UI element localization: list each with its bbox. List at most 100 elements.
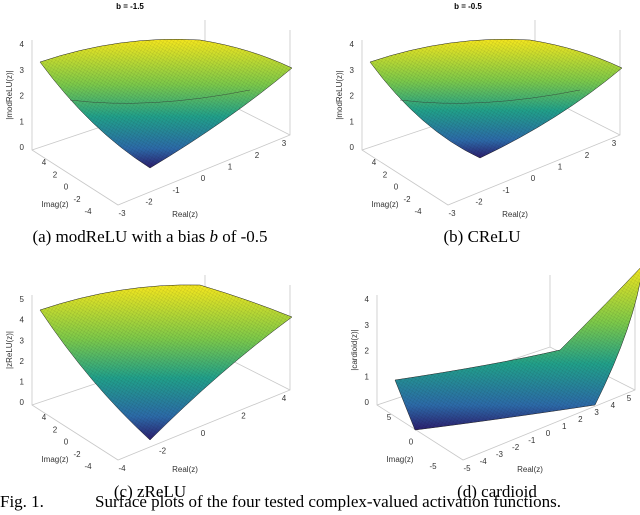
y-tick-label: 2 [53, 170, 58, 179]
x-tick-label: -2 [475, 197, 483, 206]
x-tick-label: 5 [627, 394, 632, 403]
x-tick-label: 0 [531, 174, 536, 183]
y-tick-label: 0 [64, 183, 69, 192]
z-tick-label: 2 [20, 357, 25, 366]
z-tick-label: 3 [365, 321, 370, 330]
y-tick-label: 0 [409, 438, 414, 447]
z-label: |modReLU(z)| [5, 70, 14, 120]
x-tick-label: 0 [546, 429, 551, 438]
x-label: Real(z) [172, 210, 198, 219]
x-tick-label: 2 [585, 151, 590, 160]
x-tick-label: 0 [201, 429, 206, 438]
x-tick-label: 1 [228, 162, 233, 171]
y-tick-label: 2 [53, 425, 58, 434]
z-tick-label: 0 [365, 398, 370, 407]
y-label: Imag(z) [386, 455, 413, 464]
y-tick-label: -4 [84, 207, 92, 216]
z-tick-label: 0 [20, 143, 25, 152]
y-tick-label: -2 [73, 195, 81, 204]
panel-caption: (d) cardioid [457, 482, 537, 501]
x-tick-label: -2 [512, 443, 520, 452]
y-tick-label: -4 [84, 462, 92, 471]
x-tick-label: 2 [255, 151, 260, 160]
caption-part: (c) zReLU [114, 482, 186, 501]
y-tick-label: 4 [372, 158, 377, 167]
y-tick-label: 2 [383, 170, 388, 179]
z-tick-label: 3 [20, 66, 25, 75]
z-label: |modReLU(z)| [335, 70, 344, 120]
x-tick-label: -4 [118, 464, 126, 473]
z-tick-label: 1 [20, 117, 25, 126]
caption-part: b [209, 227, 218, 246]
panel-caption: (a) modReLU with a bias b of -0.5 [32, 227, 267, 246]
x-tick-label: 3 [594, 408, 599, 417]
x-tick-label: 1 [562, 422, 567, 431]
surface-fold [399, 89, 581, 104]
x-tick-label: 4 [282, 394, 287, 403]
x-tick-label: 1 [558, 162, 563, 171]
z-tick-label: 4 [20, 316, 25, 325]
panel-title: b = -1.5 [116, 2, 144, 11]
y-tick-label: -2 [403, 195, 411, 204]
x-tick-label: -3 [448, 209, 456, 218]
x-tick-label: 4 [611, 401, 616, 410]
z-tick-label: 1 [20, 378, 25, 387]
z-tick-label: 0 [350, 143, 355, 152]
z-tick-label: 4 [20, 40, 25, 49]
z-tick-label: 3 [350, 66, 355, 75]
x-label: Real(z) [502, 210, 528, 219]
z-tick-label: 4 [365, 295, 370, 304]
y-tick-label: 0 [394, 183, 399, 192]
caption-part: (b) CReLU [444, 227, 521, 246]
x-tick-label: -2 [145, 197, 153, 206]
x-tick-label: -3 [118, 209, 126, 218]
figure-caption: Surface plots of the four tested complex… [95, 492, 561, 511]
caption-part: (d) cardioid [457, 482, 537, 501]
x-label: Real(z) [517, 465, 543, 474]
z-tick-label: 2 [20, 92, 25, 101]
y-tick-label: -4 [414, 207, 422, 216]
x-tick-label: -5 [463, 464, 471, 473]
y-label: Imag(z) [41, 455, 68, 464]
x-tick-label: 0 [201, 174, 206, 183]
y-tick-label: 5 [387, 413, 392, 422]
y-tick-label: 0 [64, 438, 69, 447]
z-tick-label: 3 [20, 336, 25, 345]
z-tick-label: 1 [365, 372, 370, 381]
y-tick-label: 4 [42, 413, 47, 422]
z-label: |zReLU(z)| [5, 331, 14, 369]
x-tick-label: 2 [578, 415, 583, 424]
x-tick-label: -3 [496, 450, 504, 459]
z-tick-label: 1 [350, 117, 355, 126]
y-label: Imag(z) [41, 200, 68, 209]
x-tick-label: -4 [480, 457, 488, 466]
z-tick-label: 2 [350, 92, 355, 101]
x-tick-label: 2 [241, 412, 246, 421]
surface-mesh [40, 284, 292, 440]
figure-label: Fig. 1. [0, 492, 44, 511]
caption-part: (a) modReLU with a bias [32, 227, 209, 246]
x-tick-label: -1 [502, 186, 510, 195]
y-tick-label: -2 [73, 450, 81, 459]
panel-title: b = -0.5 [454, 2, 482, 11]
z-tick-label: 4 [350, 40, 355, 49]
x-label: Real(z) [172, 465, 198, 474]
z-tick-label: 2 [365, 347, 370, 356]
x-tick-label: 3 [612, 139, 617, 148]
surface-mesh [40, 39, 292, 168]
z-label: |cardioid(z)| [350, 329, 359, 371]
z-tick-label: 0 [20, 398, 25, 407]
y-label: Imag(z) [371, 200, 398, 209]
surface-mesh [395, 268, 640, 430]
panel-caption: (c) zReLU [114, 482, 186, 501]
x-tick-label: -2 [159, 447, 167, 456]
y-tick-label: 4 [42, 158, 47, 167]
x-tick-label: -1 [172, 186, 180, 195]
x-tick-label: -1 [528, 436, 536, 445]
z-tick-label: 5 [20, 295, 25, 304]
